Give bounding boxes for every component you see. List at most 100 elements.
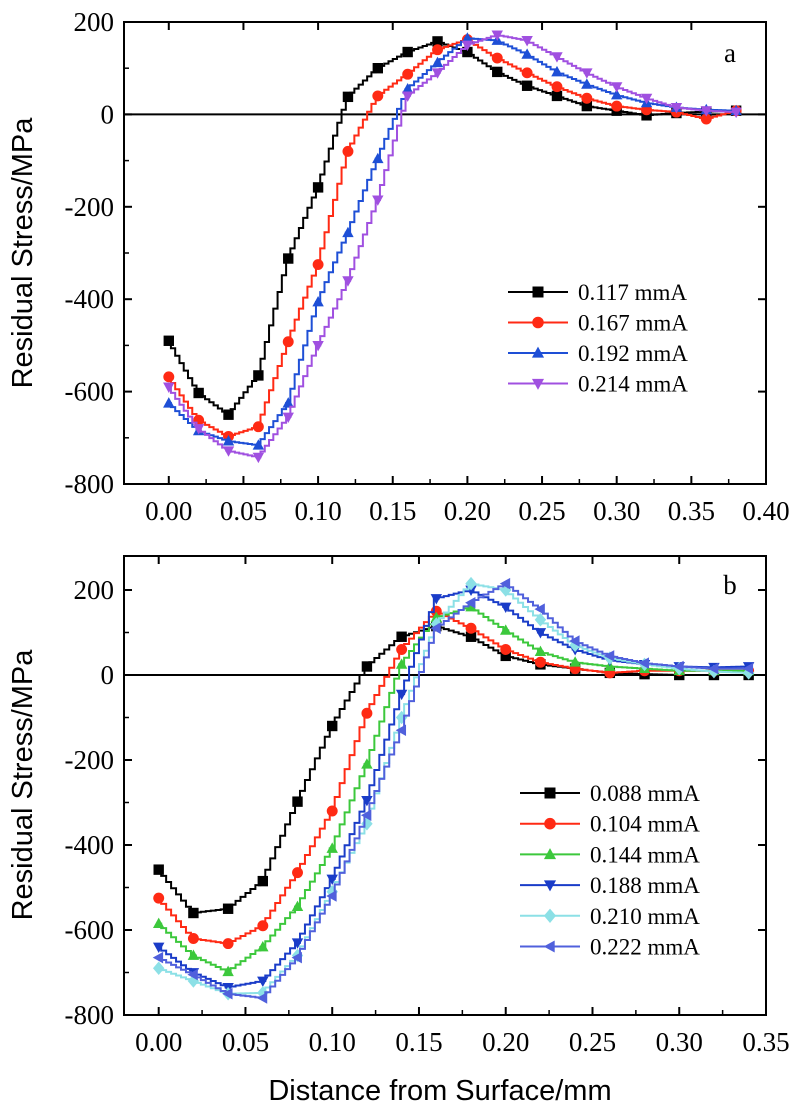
data-point: [534, 628, 547, 639]
data-point: [673, 660, 684, 673]
data-point: [312, 182, 324, 193]
x-tick-label: 0.10: [294, 496, 341, 526]
x-tick-label: 0.00: [135, 1027, 182, 1057]
data-point: [521, 48, 533, 59]
data-point: [187, 933, 199, 944]
data-point: [603, 650, 615, 662]
data-point: [395, 710, 408, 725]
legend-item: 0.222 mmA: [520, 935, 700, 960]
data-point: [291, 951, 302, 964]
x-tick-label: 0.15: [395, 1027, 442, 1057]
data-point: [372, 90, 384, 102]
data-point: [461, 32, 474, 43]
data-point: [326, 884, 338, 899]
legend-label: 0.214 mmA: [578, 372, 688, 397]
chart-panel-a: -800 -600 -400 -200 0 200 0.00 0.05 0.10 0.15 0.20…: [7, 7, 789, 526]
data-point: [253, 370, 264, 381]
data-point: [312, 259, 324, 271]
legend-item: 0.167 mmA: [508, 311, 688, 336]
y-tick-label: -800: [65, 1000, 115, 1030]
data-point: [610, 82, 623, 93]
data-point: [222, 903, 234, 914]
data-point: [372, 152, 384, 164]
data-point: [163, 335, 174, 346]
data-point: [581, 78, 593, 89]
legend-marker: [543, 940, 555, 953]
data-point: [638, 657, 649, 669]
data-point: [430, 594, 443, 605]
data-point: [402, 68, 414, 80]
legend-marker: [532, 286, 544, 298]
legend-marker: [543, 908, 557, 923]
data-point: [222, 965, 234, 977]
data-point: [402, 46, 413, 58]
legend-label: 0.192 mmA: [578, 341, 688, 366]
data-point: [361, 816, 373, 831]
data-point: [292, 867, 303, 879]
data-point: [252, 439, 265, 450]
series-line: [158, 606, 749, 973]
legend-label: 0.117 mmA: [578, 280, 687, 305]
legend-marker: [543, 880, 557, 892]
x-tick-label: 0.30: [593, 496, 640, 526]
data-point: [465, 576, 477, 591]
legend-item: 0.104 mmA: [520, 812, 700, 837]
data-point: [432, 36, 443, 47]
data-point: [465, 631, 477, 642]
data-point: [152, 942, 165, 953]
legend-item: 0.214 mmA: [508, 372, 688, 397]
y-tick-label: -200: [65, 192, 115, 222]
legend-marker: [544, 787, 556, 799]
data-point: [257, 875, 269, 887]
data-point: [742, 662, 754, 675]
data-point: [396, 644, 408, 655]
data-point: [465, 622, 477, 634]
data-point: [252, 452, 265, 464]
plot-frame: [123, 21, 767, 485]
y-axis-title: Residual Stress/MPa: [7, 117, 39, 389]
series-2: [163, 34, 742, 442]
data-point: [193, 414, 205, 426]
data-point: [252, 421, 264, 433]
legend-item: 0.088 mmA: [520, 781, 700, 806]
data-point: [222, 435, 235, 446]
y-tick-label: -600: [65, 377, 115, 407]
data-point: [222, 446, 235, 457]
x-tick-label: 0.35: [668, 496, 715, 526]
y-tick-label: -200: [65, 745, 115, 775]
data-point: [499, 577, 511, 590]
legend-marker: [544, 817, 556, 830]
x-tick-label: 0.00: [145, 496, 192, 526]
data-point: [500, 644, 512, 655]
data-point: [152, 951, 164, 964]
data-point: [163, 382, 175, 393]
y-tick-label: 0: [101, 99, 115, 129]
data-point: [187, 949, 200, 960]
data-point: [700, 106, 712, 117]
legend-label: 0.104 mmA: [590, 812, 700, 837]
data-point: [152, 917, 165, 929]
data-point: [430, 617, 443, 631]
legend-item: 0.188 mmA: [520, 873, 700, 898]
data-point: [492, 66, 503, 78]
legend-label: 0.222 mmA: [590, 935, 700, 960]
data-point: [534, 603, 545, 615]
data-point: [610, 89, 623, 100]
data-point: [257, 941, 269, 952]
data-point: [257, 920, 269, 932]
legend-item: 0.144 mmA: [520, 842, 700, 867]
data-point: [360, 809, 372, 821]
x-tick-label: 0.35: [742, 1027, 789, 1057]
data-point: [670, 103, 683, 114]
data-point: [430, 622, 441, 634]
data-point: [372, 195, 384, 206]
data-point: [342, 145, 354, 157]
x-tick-label: 0.05: [222, 1027, 269, 1057]
data-point: [163, 371, 175, 383]
x-tick-label: 0.10: [309, 1027, 356, 1057]
data-point: [326, 805, 338, 817]
data-point: [327, 720, 338, 732]
y-tick-label: -400: [65, 830, 115, 860]
data-point: [551, 81, 563, 93]
data-point: [163, 397, 175, 408]
